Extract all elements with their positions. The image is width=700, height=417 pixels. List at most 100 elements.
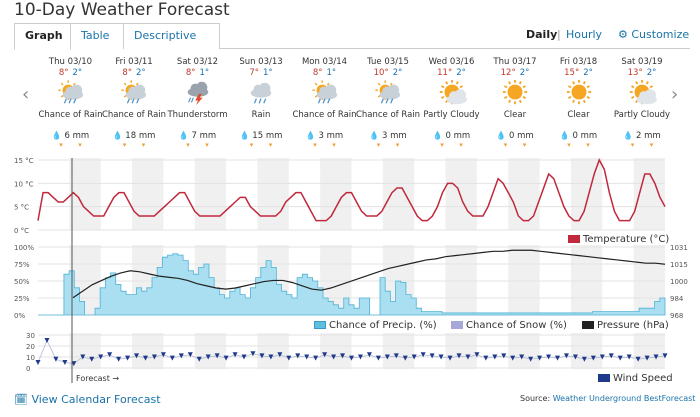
wx-glyph-a: ▾ (440, 141, 444, 149)
drop-icon: 💧 (51, 131, 62, 140)
wind-arrow-mark (268, 354, 274, 360)
view-daily[interactable]: Daily (526, 28, 558, 41)
precip-tick-label: 0% (14, 312, 25, 320)
pressure-tick-label: 1015 (670, 261, 688, 269)
detail-toggle-icon[interactable]: ▾ ▾ (38, 141, 103, 149)
wind-arrow-mark (384, 354, 390, 360)
legend-wind-label: Wind Speed (613, 373, 673, 384)
pressure-swatch (582, 321, 594, 329)
detail-toggle-icon[interactable]: ▾ ▾ (610, 141, 675, 149)
tab-bar: Graph Table Descriptive (14, 23, 690, 50)
detail-toggle-icon[interactable]: ▾ ▾ (102, 141, 167, 149)
tab-graph[interactable]: Graph (14, 23, 71, 50)
day-condition: Chance of Rain (38, 110, 103, 120)
view-calendar-link[interactable]: 🗓 View Calendar Forecast (14, 393, 161, 406)
drop-icon: 💧 (305, 131, 316, 140)
drop-icon: 💧 (178, 131, 189, 140)
day-date: Sat 03/19 (621, 57, 663, 67)
wind-arrow-mark (214, 353, 220, 359)
wind-arrow-mark (662, 353, 668, 359)
wx-glyph-b: ▾ (586, 141, 590, 149)
night-band-temp (382, 158, 415, 230)
view-calendar-label: View Calendar Forecast (31, 393, 161, 406)
wind-arrow-mark (366, 352, 372, 358)
day-precip: 💧 0 mm (419, 131, 484, 141)
partlycloudy-icon (629, 79, 657, 105)
night-band-wind (194, 333, 227, 369)
wind-arrow-mark (537, 355, 543, 361)
day-precip: 💧 3 mm (356, 131, 421, 141)
chancerain-icon (375, 80, 401, 104)
wind-arrow-mark (465, 354, 471, 360)
day-low: 1° (199, 68, 210, 78)
day-date: Thu 03/17 (493, 57, 537, 67)
day-column: Wed 03/16 11° 2° Partly Cloudy 💧 0 mm ▾ ▾ (419, 54, 484, 158)
day-date: Mon 03/14 (301, 57, 348, 67)
detail-toggle-icon[interactable]: ▾ ▾ (356, 141, 421, 149)
wind-arrow-mark (340, 353, 346, 359)
wind-arrow-mark (35, 360, 41, 365)
day-condition: Rain (251, 110, 271, 120)
chancerain-icon (311, 80, 337, 104)
night-band-temp (194, 158, 227, 230)
wind-arrow-mark (590, 355, 596, 361)
day-low: 2° (583, 68, 593, 78)
night-band-temp (320, 158, 352, 230)
detail-toggle-icon[interactable]: ▾ ▾ (419, 141, 484, 149)
wind-tick-label: 0 (26, 365, 30, 373)
wind-arrow-mark (563, 353, 569, 359)
day-condition: Clear (503, 110, 527, 120)
clear-icon (502, 79, 528, 105)
temp-tick-label: 10 °C (14, 180, 34, 188)
detail-toggle-icon[interactable]: ▾ ▾ (483, 141, 548, 149)
day-precip-amount: 0 mm (445, 131, 471, 141)
next-days-arrow[interactable]: › (671, 84, 679, 105)
day-low: 2° (72, 68, 83, 78)
wind-arrow-mark (483, 355, 489, 361)
day-high: 12° (500, 68, 516, 78)
night-band-wind (570, 333, 603, 369)
clear-icon (566, 79, 591, 105)
legend-snow: Chance of Snow (%) (451, 320, 567, 331)
day-temps: 8° 1° (165, 68, 230, 78)
day-date: Fri 03/18 (559, 57, 598, 67)
view-hourly[interactable]: Hourly (566, 28, 603, 41)
tab-descriptive[interactable]: Descriptive (124, 23, 220, 49)
day-precip-amount: 0 mm (509, 131, 534, 141)
customize-link[interactable]: ⚙ Customize (618, 28, 689, 41)
day-precip-amount: 6 mm (64, 131, 90, 141)
drop-icon: 💧 (239, 131, 250, 140)
wind-arrow-mark (581, 356, 587, 362)
detail-toggle-icon[interactable]: ▾ ▾ (165, 141, 230, 149)
wx-glyph-b: ▾ (395, 141, 400, 149)
day-low: 2° (136, 68, 146, 78)
detail-toggle-icon[interactable]: ▾ ▾ (292, 141, 357, 149)
wind-arrow-mark (411, 354, 417, 360)
day-date: Wed 03/16 (428, 57, 475, 67)
source-link[interactable]: Weather Underground BestForecast (552, 394, 696, 403)
wind-arrow-mark (331, 354, 337, 360)
wind-arrow-mark (456, 353, 462, 359)
wind-arrow-mark (196, 356, 202, 362)
detail-toggle-icon[interactable]: ▾ ▾ (229, 141, 294, 149)
prev-days-arrow[interactable]: ‹ (22, 84, 30, 105)
wx-glyph-b: ▾ (522, 141, 527, 149)
day-precip-amount: 18 mm (125, 131, 156, 141)
day-precip: 💧 3 mm (292, 131, 357, 141)
wind-arrow-mark (519, 354, 525, 360)
wind-arrow-mark (635, 356, 641, 362)
tab-table[interactable]: Table (71, 23, 124, 49)
day-precip: 💧 18 mm (102, 131, 167, 141)
day-condition: Thunderstorm (167, 110, 228, 120)
precip-area (38, 253, 666, 316)
legend-temperature-label: Temperature (°C) (583, 234, 670, 245)
detail-toggle-icon[interactable]: ▾ ▾ (546, 141, 611, 149)
wind-arrow-mark (447, 355, 453, 361)
night-band-temp (257, 158, 289, 230)
wind-arrow-mark (555, 355, 561, 361)
wind-arrow-mark (357, 354, 363, 360)
temp-tick-label: 5 °C (14, 204, 29, 212)
wind-arrow-mark (259, 353, 265, 359)
wind-arrow-mark (608, 353, 614, 359)
wind-arrow-mark (62, 360, 68, 365)
